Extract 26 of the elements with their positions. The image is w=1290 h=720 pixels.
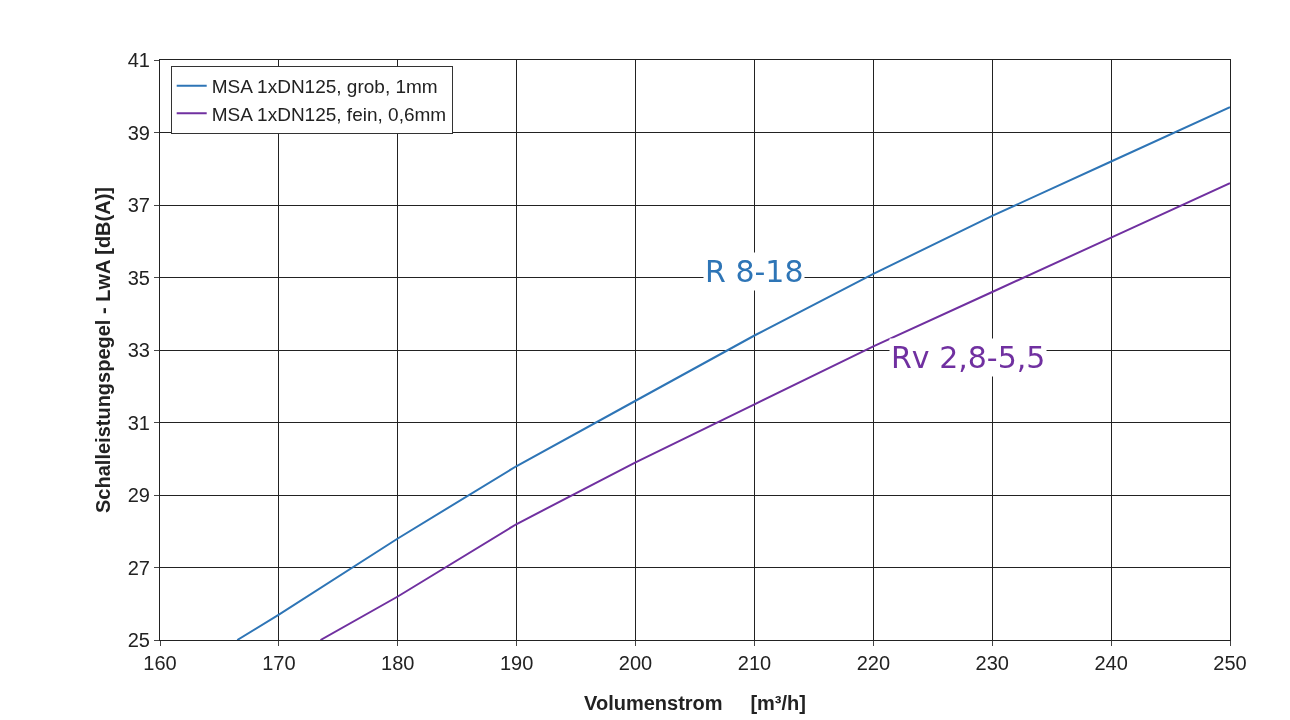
x-tick-label: 210: [737, 652, 772, 674]
y-tick-label: 37: [127, 194, 150, 216]
line-series: [319, 182, 1230, 640]
y-tick-label: 33: [127, 339, 150, 361]
x-tick-label: 160: [143, 652, 177, 674]
y-tick-label: 27: [127, 556, 150, 579]
y-tick-label: 25: [127, 629, 150, 651]
y-tick-label: 29: [127, 484, 150, 506]
x-tick-label: 240: [1094, 652, 1128, 674]
x-tick-label: 180: [381, 652, 415, 674]
y-tick-label: 41: [127, 49, 150, 71]
x-tick-label: 200: [618, 652, 653, 674]
y-axis-title: Schalleistungspegel - LwA [dB(A)]: [92, 187, 114, 513]
x-tick-label: 230: [975, 652, 1009, 674]
annotation: R 8-18: [705, 254, 804, 289]
x-tick-label: 220: [856, 652, 891, 674]
annotation: Rv 2,8-5,5: [891, 340, 1046, 375]
y-tick-label: 39: [127, 121, 150, 144]
y-tick-label: 35: [127, 266, 150, 289]
x-axis-title: Volumenstrom [m³/h]: [584, 692, 806, 714]
y-tick-label: 31: [127, 411, 150, 434]
x-tick-label: 190: [499, 652, 534, 674]
x-tick-label: 170: [262, 652, 296, 674]
legend-label: MSA 1xDN125, grob, 1mm: [211, 76, 438, 98]
legend-label: MSA 1xDN125, fein, 0,6mm: [211, 103, 447, 125]
x-tick-label: 250: [1213, 652, 1247, 674]
